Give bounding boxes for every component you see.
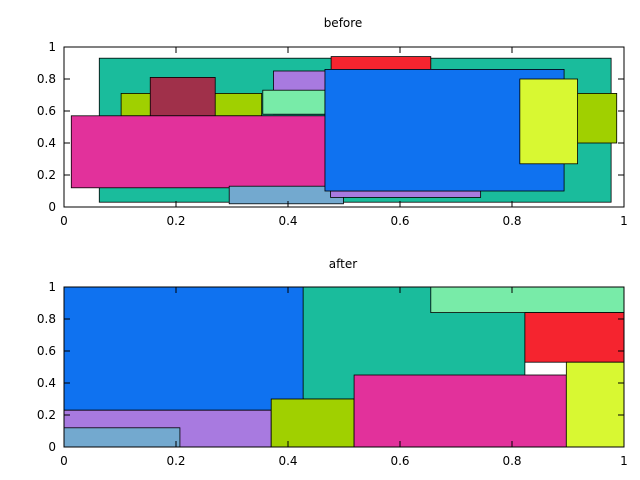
before-xtick-label-3: 0.6: [390, 214, 409, 228]
after-xtick-label-2: 0.4: [278, 454, 297, 468]
after-xtick-label-4: 0.8: [502, 454, 521, 468]
after-ytick-label-2: 0.4: [37, 376, 56, 390]
before-ytick-label-4: 0.8: [37, 72, 56, 86]
before-rect-6: [70, 115, 331, 189]
before-ytick-label-3: 0.6: [37, 104, 56, 118]
after-rects: [63, 286, 625, 448]
before-rects: [70, 56, 618, 205]
before-xtick-label-5: 1: [620, 214, 628, 228]
after-panel: after 0 0.2 0.4 0.6 0.8 1 0 0.2 0.4 0.6 0.8 1: [37, 257, 628, 468]
after-plot-frame: [63, 286, 625, 448]
after-ytick-label-4: 0.8: [37, 312, 56, 326]
after-ytick-label-3: 0.6: [37, 344, 56, 358]
before-rect-8: [330, 190, 482, 198]
after-ytick-label-5: 1: [48, 280, 56, 294]
after-xtick-label-1: 0.2: [166, 454, 185, 468]
before-rect-4: [262, 89, 326, 115]
after-xtick-label-3: 0.6: [390, 454, 409, 468]
before-xtick-label-4: 0.8: [502, 214, 521, 228]
before-xtick-label-1: 0.2: [166, 214, 185, 228]
before-panel: before 0 0.2 0.4 0.6 0.8 1 0 0.2 0.4 0.6 0.8 1: [37, 16, 628, 228]
after-rect-1: [430, 286, 625, 314]
after-rect-5: [63, 427, 181, 448]
before-rect-2: [149, 77, 216, 117]
after-xtick-label-0: 0: [60, 454, 68, 468]
before-rect-11: [519, 78, 578, 165]
after-rect-8: [565, 361, 625, 448]
before-xtick-label-2: 0.4: [278, 214, 297, 228]
after-rect-6: [270, 398, 355, 448]
before-ytick-label-1: 0.2: [37, 168, 56, 182]
after-ticks: 0 0.2 0.4 0.6 0.8 1 0 0.2 0.4 0.6 0.8 1: [37, 280, 628, 468]
before-xtick-label-0: 0: [60, 214, 68, 228]
before-ticks: 0 0.2 0.4 0.6 0.8 1 0 0.2 0.4 0.6 0.8 1: [37, 40, 628, 228]
after-ytick-label-1: 0.2: [37, 408, 56, 422]
after-ytick-label-0: 0: [48, 440, 56, 454]
after-title: after: [329, 257, 357, 271]
before-plot-frame: [63, 46, 625, 208]
before-ytick-label-2: 0.4: [37, 136, 56, 150]
after-rect-2: [524, 312, 625, 363]
before-title: before: [324, 16, 363, 30]
after-rect-7: [353, 374, 567, 448]
after-rect-3: [63, 286, 304, 411]
before-ytick-label-5: 1: [48, 40, 56, 54]
before-ytick-label-0: 0: [48, 200, 56, 214]
after-xtick-label-5: 1: [620, 454, 628, 468]
